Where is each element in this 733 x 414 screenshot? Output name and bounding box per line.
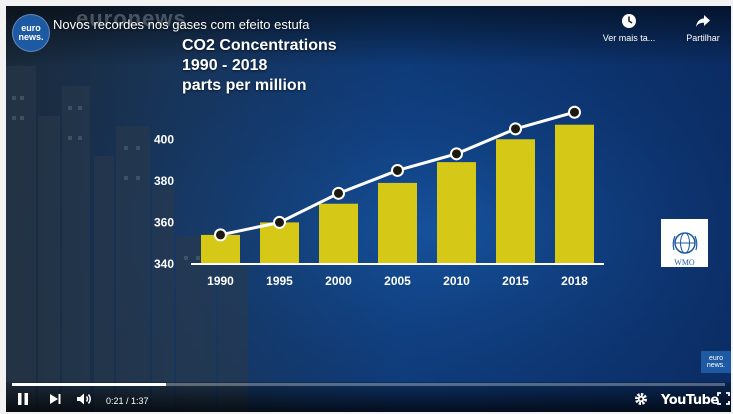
globe-icon (672, 232, 697, 254)
youtube-logo[interactable]: YouTube (661, 393, 719, 408)
x-tick-label-2018: 2018 (561, 274, 588, 288)
watch-later-button[interactable]: Ver mais ta... (594, 12, 664, 43)
chart-subtitle: 1990 - 2018 (182, 57, 268, 74)
x-tick-label-2010: 2010 (443, 274, 470, 288)
trend-point-2015 (509, 122, 522, 136)
next-button[interactable] (48, 392, 62, 406)
wmo-label: WMO (674, 258, 695, 267)
fullscreen-icon[interactable] (717, 392, 730, 405)
video-player[interactable]: euronews euro news. Novos recordes nos g… (6, 6, 731, 412)
progress-bar[interactable] (12, 383, 725, 386)
bar-2010 (437, 162, 476, 264)
settings-gear-icon[interactable] (634, 392, 648, 406)
corner-logo-text: euro news. (706, 355, 726, 369)
y-tick-label-360: 360 (154, 215, 174, 229)
trend-point-1990 (214, 228, 227, 242)
chart-unit-label: parts per million (182, 77, 307, 94)
share-icon (696, 15, 710, 27)
y-tick-label-340: 340 (154, 257, 174, 271)
top-gradient (6, 6, 731, 66)
pause-button[interactable] (16, 392, 30, 406)
corner-channel-logo: euro news. (701, 351, 731, 373)
channel-logo-text: euro news. (18, 23, 44, 42)
watch-later-label: Ver mais ta... (602, 33, 656, 43)
co2-chart: 340 360 380 400 1990 1995 2000 2005 2010 2015 201… (154, 105, 604, 288)
chart-title: CO2 Concentrations (182, 37, 337, 54)
wmo-logo: WMO (661, 219, 708, 267)
channel-logo[interactable]: euro news. (12, 14, 50, 52)
watermark-text: euronews (76, 6, 187, 31)
video-title[interactable]: Novos recordes nos gases com efeito estu… (53, 17, 310, 32)
trend-point-2005 (391, 163, 404, 177)
trend-point-1995 (273, 215, 286, 229)
player-controls: 0:21 / 1:37 YouTube (6, 382, 731, 412)
x-tick-label-2000: 2000 (325, 274, 352, 288)
bar-1995 (260, 222, 299, 264)
x-tick-label-1990: 1990 (207, 274, 234, 288)
bar-2005 (378, 182, 417, 264)
progress-bar-fill (12, 383, 166, 386)
share-label: Partilhar (686, 33, 720, 43)
trend-point-2000 (332, 186, 345, 200)
y-tick-label-380: 380 (154, 174, 174, 188)
x-tick-label-2015: 2015 (502, 274, 529, 288)
trend-point-2018 (568, 105, 581, 119)
x-tick-label-1995: 1995 (266, 274, 293, 288)
bar-2015 (496, 139, 535, 264)
y-tick-label-400: 400 (154, 132, 174, 146)
bar-2018 (555, 124, 594, 264)
bar-2000 (319, 203, 358, 264)
clock-icon (622, 14, 636, 28)
trend-point-2010 (450, 147, 463, 161)
share-button[interactable]: Partilhar (668, 12, 731, 43)
x-tick-label-2005: 2005 (384, 274, 411, 288)
volume-icon[interactable] (76, 392, 94, 406)
time-display: 0:21 / 1:37 (106, 396, 149, 406)
